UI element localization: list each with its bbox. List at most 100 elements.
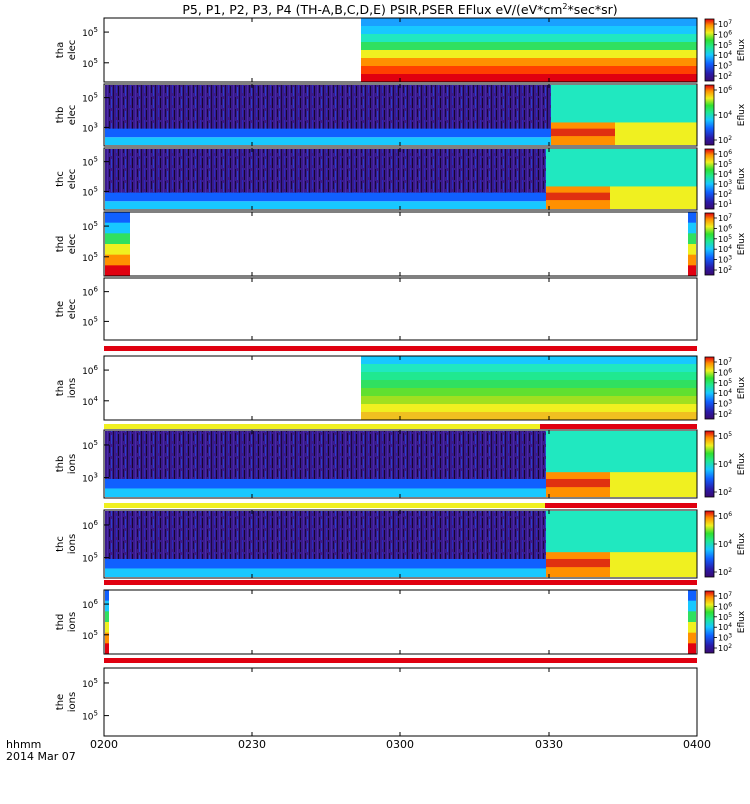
colorbar-tick-label: 103 — [718, 399, 732, 409]
y-tick-label: 105 — [82, 315, 98, 328]
colorbar-tick-label: 106 — [718, 149, 732, 159]
colorbar-tick-label: 104 — [718, 169, 732, 179]
colorbar — [704, 430, 715, 498]
y-label-line1: thb — [55, 456, 66, 473]
panel-frame — [103, 667, 698, 737]
y-tick-label: 106 — [82, 286, 98, 299]
y-label-line1: the — [55, 694, 66, 710]
panel-the-elec: the elec 106 105 — [55, 277, 698, 341]
y-tick-label: 105 — [82, 57, 98, 70]
colorbar — [704, 590, 715, 654]
colorbar-tick-label: 107 — [718, 591, 732, 601]
colorbar — [704, 212, 715, 276]
spectrogram-band — [551, 128, 615, 137]
y-tick-label: 105 — [82, 439, 98, 452]
spectrogram-band — [361, 74, 697, 83]
x-tick-0400: 0400 — [683, 738, 711, 751]
status-bar-segment — [540, 424, 697, 429]
colorbar-tick-label: 104 — [718, 50, 732, 60]
spectrogram-band — [361, 412, 697, 421]
y-tick-label: 105 — [82, 156, 98, 169]
panel-frame — [103, 589, 698, 655]
spectrogram-band — [361, 66, 697, 75]
panel-frame — [103, 211, 698, 277]
colorbar-tick-label: 101 — [718, 199, 732, 209]
spectrogram-band — [105, 212, 130, 224]
spectrogram-band — [105, 192, 547, 202]
spectrogram-band — [361, 388, 697, 397]
y-tick-label: 104 — [82, 395, 98, 408]
colorbar-tick-label: 106 — [718, 223, 732, 233]
spectrogram-band — [688, 233, 696, 245]
y-label-line2: elec — [67, 105, 78, 126]
status-bar — [104, 503, 697, 508]
spectrogram-band — [361, 396, 697, 405]
colorbar-tick-label: 107 — [718, 357, 732, 367]
spectrogram-band — [105, 558, 547, 569]
status-bar-segment — [104, 346, 697, 351]
colorbar-tick-label: 102 — [718, 135, 732, 145]
panel-thb-ions: thb ions 105 103 105 104 102 Eflux — [55, 429, 747, 499]
y-label-line1: thd — [55, 614, 66, 631]
x-date-label: 2014 Mar 07 — [6, 750, 76, 763]
colorbar-tick-label: 102 — [718, 71, 732, 81]
panel-thc-ions: thc ions 106 105 106 104 102 Eflux — [55, 509, 747, 579]
spectrogram-band — [610, 472, 697, 497]
colorbar-tick-label: 106 — [718, 85, 732, 95]
spectrogram-band — [546, 149, 697, 188]
title-main: P5, P1, P2, P3, P4 (TH-A,B,C,D,E) PSIR,P… — [182, 2, 521, 17]
title-tail: *sec*sr) — [568, 2, 618, 17]
y-label-line2: ions — [67, 534, 78, 554]
spectrogram-noise — [105, 149, 547, 194]
colorbar-label: Eflux — [737, 103, 747, 126]
colorbar-tick-label: 106 — [718, 511, 732, 521]
spectrogram-band — [105, 233, 130, 245]
spectrogram-noise — [105, 511, 547, 560]
spectrogram-band — [105, 488, 547, 497]
colorbar — [704, 84, 715, 146]
spectrogram-band — [688, 611, 696, 623]
colorbar-tick-label: 105 — [718, 612, 732, 622]
y-tick-label: 105 — [82, 251, 98, 264]
spectrogram-band — [610, 186, 697, 209]
colorbar-label: Eflux — [737, 452, 747, 475]
y-label-line1: the — [55, 301, 66, 317]
y-tick-label: 103 — [82, 472, 98, 485]
spectrogram-band — [105, 632, 109, 644]
spectrogram-band — [688, 590, 696, 602]
status-bar-segment — [104, 580, 697, 585]
spectrogram-band — [361, 34, 697, 43]
colorbar-tick-label: 102 — [718, 643, 732, 653]
y-label-line2: elec — [67, 234, 78, 255]
spectrogram-band — [546, 511, 697, 554]
colorbar-label: Eflux — [737, 232, 747, 255]
colorbar — [704, 510, 715, 578]
spectrogram-band — [361, 380, 697, 389]
figure-title: P5, P1, P2, P3, P4 (TH-A,B,C,D,E) PSIR,P… — [182, 2, 617, 17]
colorbar-label: Eflux — [737, 167, 747, 190]
y-label-line2: elec — [67, 40, 78, 61]
colorbar-tick-label: 105 — [718, 234, 732, 244]
spectrogram-band — [361, 42, 697, 51]
y-label-line1: thc — [55, 536, 66, 552]
y-label-line2: ions — [67, 378, 78, 398]
y-label-line1: thc — [55, 171, 66, 187]
y-tick-label: 105 — [82, 677, 98, 690]
spectrogram-noise — [105, 431, 547, 480]
status-bar-segment — [545, 503, 697, 508]
spectrogram-band — [105, 254, 130, 266]
y-label-line2: elec — [67, 169, 78, 190]
colorbar-tick-label: 102 — [718, 487, 732, 497]
y-label-line1: tha — [55, 380, 66, 396]
y-tick-label: 103 — [82, 121, 98, 134]
y-label-line2: ions — [67, 454, 78, 474]
spectrogram-band — [546, 431, 697, 474]
y-label-line2: ions — [67, 692, 78, 712]
colorbar — [704, 18, 715, 82]
colorbar-label: Eflux — [737, 532, 747, 555]
